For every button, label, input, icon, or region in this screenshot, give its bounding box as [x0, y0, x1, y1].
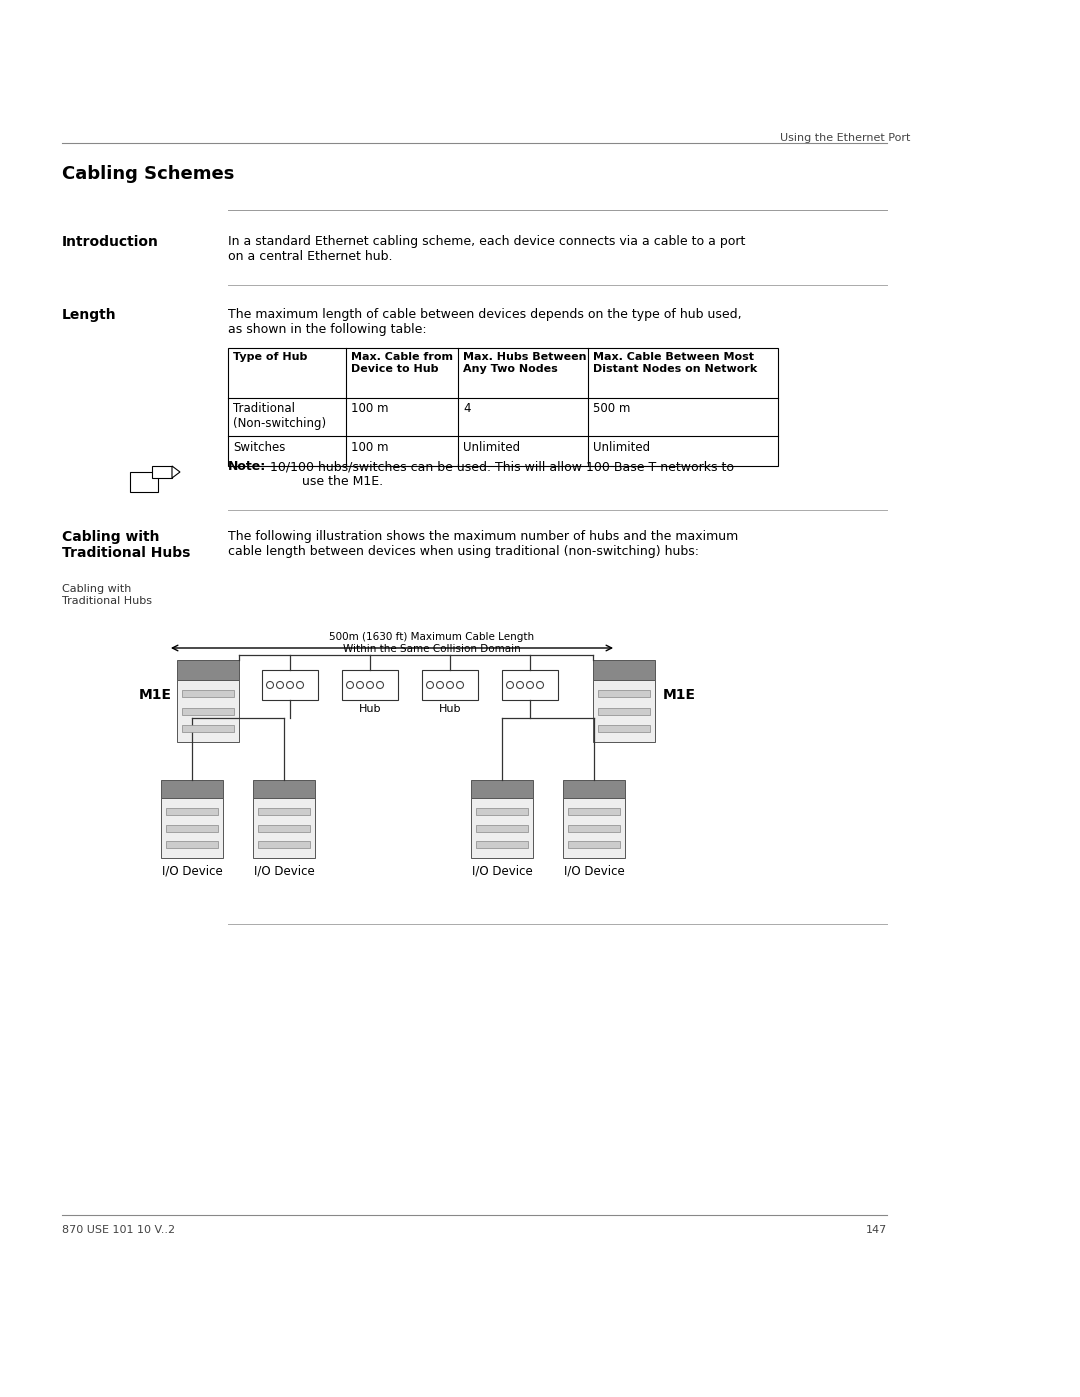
- Text: 500 m: 500 m: [593, 402, 631, 415]
- Circle shape: [366, 682, 374, 689]
- Text: Unlimited: Unlimited: [463, 441, 521, 454]
- Text: I/O Device: I/O Device: [472, 863, 532, 877]
- Bar: [258, 807, 310, 814]
- Bar: [166, 807, 218, 814]
- Bar: [258, 824, 310, 831]
- Text: I/O Device: I/O Device: [564, 863, 624, 877]
- Text: Cabling Schemes: Cabling Schemes: [62, 165, 234, 183]
- Bar: [568, 841, 620, 848]
- Text: 10/100 hubs/switches can be used. This will allow 100 Base T networks to
       : 10/100 hubs/switches can be used. This w…: [262, 460, 734, 488]
- Bar: [253, 780, 315, 798]
- Bar: [166, 841, 218, 848]
- Text: Note:: Note:: [228, 460, 267, 474]
- Bar: [471, 798, 534, 858]
- Bar: [563, 780, 625, 798]
- Circle shape: [276, 682, 283, 689]
- Text: 147: 147: [866, 1225, 887, 1235]
- Bar: [422, 671, 478, 700]
- Polygon shape: [172, 467, 180, 478]
- Circle shape: [297, 682, 303, 689]
- Text: 100 m: 100 m: [351, 402, 389, 415]
- Text: M1E: M1E: [139, 687, 172, 703]
- Text: 500m (1630 ft) Maximum Cable Length: 500m (1630 ft) Maximum Cable Length: [329, 631, 535, 643]
- Circle shape: [427, 682, 433, 689]
- Text: Traditional
(Non-switching): Traditional (Non-switching): [233, 402, 326, 430]
- Bar: [152, 467, 172, 478]
- Circle shape: [286, 682, 294, 689]
- Bar: [183, 690, 234, 697]
- Text: Cabling with
Traditional Hubs: Cabling with Traditional Hubs: [62, 529, 190, 560]
- Bar: [161, 798, 222, 858]
- Text: I/O Device: I/O Device: [162, 863, 222, 877]
- Bar: [476, 824, 528, 831]
- Text: Unlimited: Unlimited: [593, 441, 650, 454]
- Bar: [258, 841, 310, 848]
- Text: Within the Same Collision Domain: Within the Same Collision Domain: [343, 644, 521, 654]
- Bar: [183, 725, 234, 732]
- Text: 4: 4: [463, 402, 471, 415]
- Circle shape: [446, 682, 454, 689]
- Bar: [342, 671, 399, 700]
- Bar: [177, 680, 239, 742]
- Text: Switches: Switches: [233, 441, 285, 454]
- Bar: [593, 680, 654, 742]
- Bar: [502, 671, 558, 700]
- Bar: [183, 707, 234, 714]
- Circle shape: [436, 682, 444, 689]
- Circle shape: [267, 682, 273, 689]
- Text: Type of Hub: Type of Hub: [233, 352, 308, 362]
- Bar: [598, 707, 650, 714]
- Bar: [563, 798, 625, 858]
- Bar: [598, 690, 650, 697]
- Circle shape: [347, 682, 353, 689]
- Circle shape: [377, 682, 383, 689]
- Text: Introduction: Introduction: [62, 235, 159, 249]
- Circle shape: [457, 682, 463, 689]
- Bar: [130, 472, 158, 492]
- Text: Hub: Hub: [359, 704, 381, 714]
- Bar: [598, 725, 650, 732]
- Text: Length: Length: [62, 307, 117, 321]
- Text: Cabling with
Traditional Hubs: Cabling with Traditional Hubs: [62, 584, 152, 606]
- Bar: [262, 671, 318, 700]
- Text: Max. Hubs Between
Any Two Nodes: Max. Hubs Between Any Two Nodes: [463, 352, 586, 373]
- Text: Hub: Hub: [438, 704, 461, 714]
- Bar: [471, 780, 534, 798]
- Circle shape: [507, 682, 513, 689]
- Text: 870 USE 101 10 V..2: 870 USE 101 10 V..2: [62, 1225, 175, 1235]
- Text: Using the Ethernet Port: Using the Ethernet Port: [780, 133, 910, 142]
- Circle shape: [356, 682, 364, 689]
- Text: M1E: M1E: [663, 687, 696, 703]
- Bar: [476, 841, 528, 848]
- Circle shape: [537, 682, 543, 689]
- Text: The maximum length of cable between devices depends on the type of hub used,
as : The maximum length of cable between devi…: [228, 307, 742, 337]
- Text: 100 m: 100 m: [351, 441, 389, 454]
- Bar: [253, 798, 315, 858]
- Circle shape: [516, 682, 524, 689]
- Bar: [166, 824, 218, 831]
- Text: Max. Cable from
Device to Hub: Max. Cable from Device to Hub: [351, 352, 453, 373]
- Text: Max. Cable Between Most
Distant Nodes on Network: Max. Cable Between Most Distant Nodes on…: [593, 352, 757, 373]
- Bar: [161, 780, 222, 798]
- Bar: [593, 659, 654, 680]
- Bar: [568, 824, 620, 831]
- Bar: [177, 659, 239, 680]
- Bar: [568, 807, 620, 814]
- Bar: [228, 348, 778, 467]
- Text: In a standard Ethernet cabling scheme, each device connects via a cable to a por: In a standard Ethernet cabling scheme, e…: [228, 235, 745, 263]
- Circle shape: [527, 682, 534, 689]
- Bar: [476, 807, 528, 814]
- Text: The following illustration shows the maximum number of hubs and the maximum
cabl: The following illustration shows the max…: [228, 529, 739, 557]
- Text: I/O Device: I/O Device: [254, 863, 314, 877]
